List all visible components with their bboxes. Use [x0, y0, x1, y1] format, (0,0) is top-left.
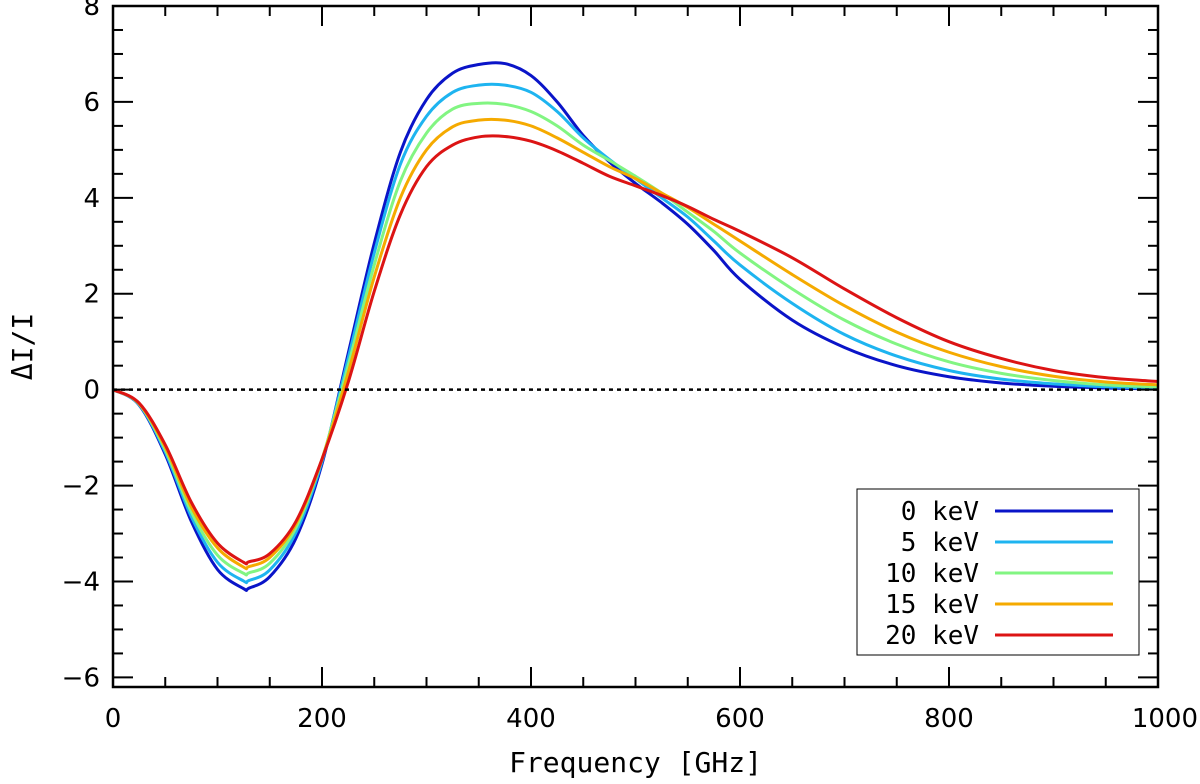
series-line-10-kev [112, 101, 1159, 577]
x-tick-label: 1000 [1132, 704, 1198, 734]
y-tick-label: 8 [83, 0, 100, 22]
y-tick-label: 4 [83, 184, 100, 214]
x-axis-title: Frequency [GHz] [509, 746, 762, 779]
legend-label: 10 keV [885, 559, 979, 589]
y-axis-title: ΔI/I [6, 313, 39, 380]
y-tick-label: −4 [62, 567, 100, 597]
series-group [112, 61, 1159, 592]
x-tick-label: 600 [715, 704, 765, 734]
x-tick-label: 400 [506, 704, 556, 734]
series-line-0-kev [112, 61, 1159, 592]
axis-tick-labels: 0 200 400 600 800 1000 −6 −4 −2 0 2 4 6 8 [62, 0, 1198, 734]
y-tick-label: −6 [62, 663, 100, 693]
y-tick-label: 6 [83, 88, 100, 118]
y-tick-label: −2 [62, 472, 100, 502]
legend-label: 5 keV [901, 528, 979, 558]
series-line-5-kev [112, 82, 1159, 585]
x-tick-label: 800 [924, 704, 974, 734]
legend-label: 0 keV [901, 497, 979, 527]
legend-label: 20 keV [885, 621, 979, 651]
y-tick-label: 0 [83, 376, 100, 406]
y-tick-label: 2 [83, 280, 100, 310]
axis-ticks [112, 5, 1159, 687]
x-tick-label: 0 [105, 704, 122, 734]
series-line-20-kev [112, 134, 1159, 566]
legend-label: 15 keV [885, 590, 979, 620]
x-tick-label: 200 [297, 704, 347, 734]
series-line-15-kev [112, 117, 1159, 571]
